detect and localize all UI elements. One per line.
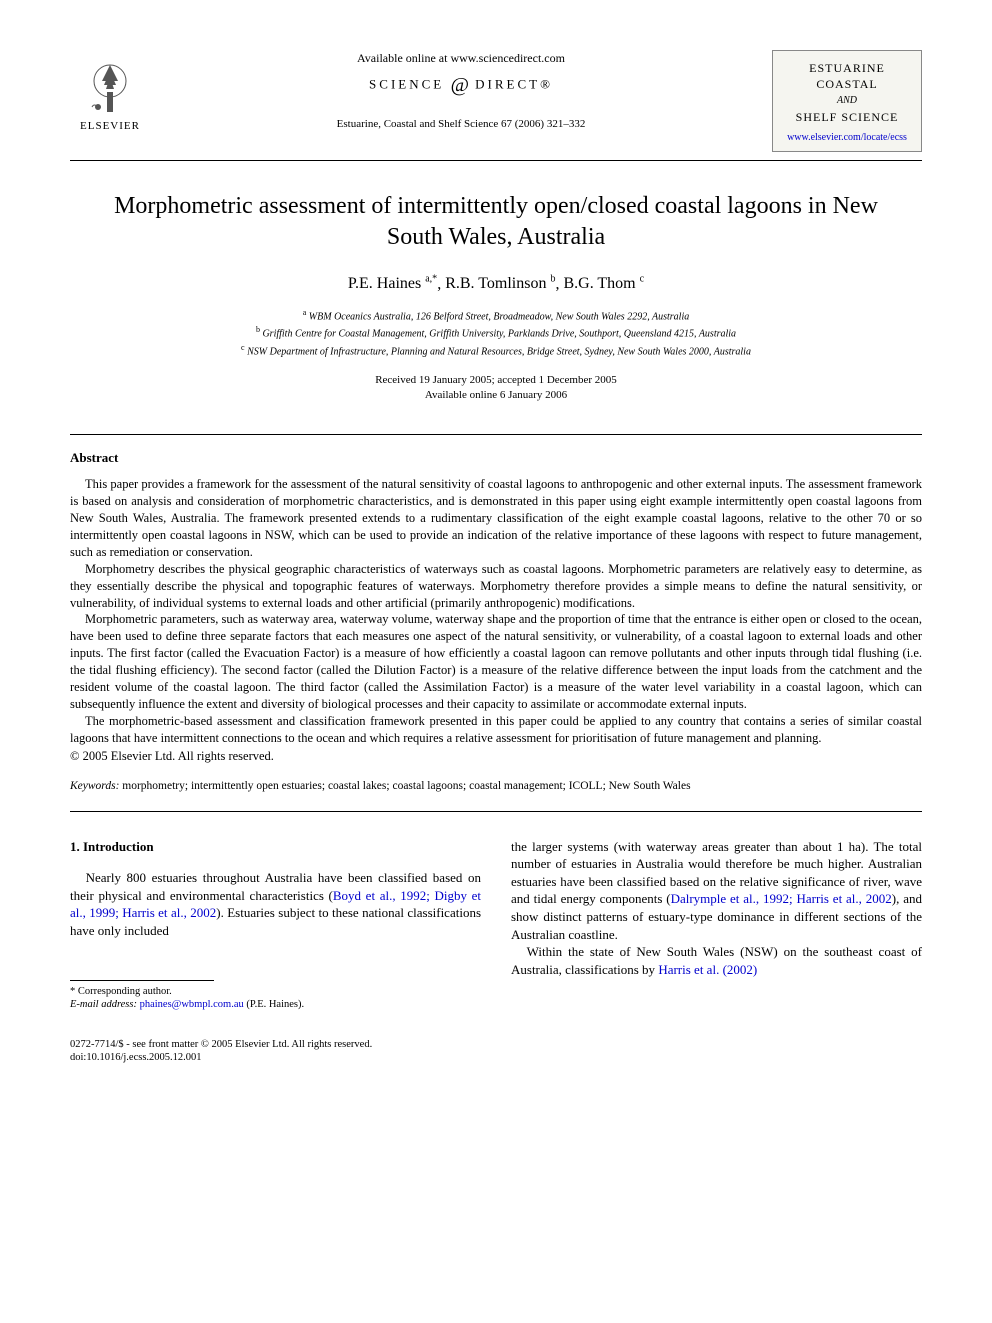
abstract-para-3: Morphometric parameters, such as waterwa…: [70, 611, 922, 712]
abstract-para-2: Morphometry describes the physical geogr…: [70, 561, 922, 612]
available-online: Available online 6 January 2006: [70, 388, 922, 403]
citation-link[interactable]: Harris et al. (2002): [658, 962, 757, 977]
authors-line: P.E. Haines a,*, R.B. Tomlinson b, B.G. …: [70, 273, 922, 295]
journal-cover-box: ESTUARINE COASTAL AND SHELF SCIENCE www.…: [772, 50, 922, 152]
publisher-name: ELSEVIER: [80, 119, 140, 134]
journal-box-and: AND: [779, 94, 915, 108]
journal-reference: Estuarine, Coastal and Shelf Science 67 …: [170, 117, 752, 132]
author-email-link[interactable]: phaines@wbmpl.com.au: [140, 999, 244, 1010]
sd-left: SCIENCE: [369, 77, 444, 92]
affiliation-c: c NSW Department of Infrastructure, Plan…: [70, 342, 922, 359]
article-dates: Received 19 January 2005; accepted 1 Dec…: [70, 373, 922, 404]
page-header: ELSEVIER Available online at www.science…: [70, 50, 922, 152]
sciencedirect-logo: SCIENCE @ DIRECT®: [170, 72, 752, 99]
abstract-para-4: The morphometric-based assessment and cl…: [70, 713, 922, 747]
intro-right-para-2: Within the state of New South Wales (NSW…: [511, 943, 922, 978]
keywords-text: morphometry; intermittently open estuari…: [122, 780, 690, 792]
keywords-line: Keywords: morphometry; intermittently op…: [70, 779, 922, 795]
corresponding-author-note: * Corresponding author.: [70, 985, 481, 999]
received-accepted: Received 19 January 2005; accepted 1 Dec…: [70, 373, 922, 388]
intro-right-para-1: the larger systems (with waterway areas …: [511, 838, 922, 943]
author-1: P.E. Haines a,*: [348, 275, 437, 292]
abstract-para-1: This paper provides a framework for the …: [70, 476, 922, 560]
sd-right: DIRECT®: [475, 77, 553, 92]
affiliations: a WBM Oceanics Australia, 126 Belford St…: [70, 307, 922, 359]
email-label: E-mail address:: [70, 999, 137, 1010]
citation-link[interactable]: Dalrymple et al., 1992; Harris et al., 2…: [671, 891, 892, 906]
abstract-section: Abstract This paper provides a framework…: [70, 449, 922, 765]
journal-homepage-link[interactable]: www.elsevier.com/locate/ecss: [779, 131, 915, 145]
issn-copyright-line: 0272-7714/$ - see front matter © 2005 El…: [70, 1038, 922, 1052]
abstract-heading: Abstract: [70, 449, 922, 467]
footnote-rule: [70, 980, 214, 981]
email-line: E-mail address: phaines@wbmpl.com.au (P.…: [70, 998, 481, 1012]
header-rule: [70, 160, 922, 161]
keywords-label: Keywords:: [70, 780, 119, 792]
email-attribution: (P.E. Haines).: [246, 999, 304, 1010]
author-3: B.G. Thom c: [563, 275, 644, 292]
publisher-logo: ELSEVIER: [70, 50, 150, 140]
introduction-heading: 1. Introduction: [70, 838, 481, 856]
journal-box-line2: COASTAL: [779, 77, 915, 93]
left-column: 1. Introduction Nearly 800 estuaries thr…: [70, 838, 481, 1012]
abstract-copyright: © 2005 Elsevier Ltd. All rights reserved…: [70, 748, 922, 765]
sd-at-icon: @: [450, 74, 468, 96]
doi-line: doi:10.1016/j.ecss.2005.12.001: [70, 1051, 922, 1065]
page-footer-meta: 0272-7714/$ - see front matter © 2005 El…: [70, 1038, 922, 1065]
intro-left-para: Nearly 800 estuaries throughout Australi…: [70, 869, 481, 939]
pre-abstract-rule: [70, 434, 922, 435]
journal-box-line1: ESTUARINE: [779, 61, 915, 77]
affiliation-b: b Griffith Centre for Coastal Management…: [70, 324, 922, 341]
available-online-text: Available online at www.sciencedirect.co…: [170, 50, 752, 66]
affiliation-a: a WBM Oceanics Australia, 126 Belford St…: [70, 307, 922, 324]
journal-box-line3: SHELF SCIENCE: [779, 110, 915, 126]
footnotes: * Corresponding author. E-mail address: …: [70, 985, 481, 1012]
author-2: R.B. Tomlinson b: [445, 275, 555, 292]
right-column: the larger systems (with waterway areas …: [511, 838, 922, 1012]
article-title: Morphometric assessment of intermittentl…: [110, 191, 882, 253]
post-abstract-rule: [70, 811, 922, 812]
body-two-column: 1. Introduction Nearly 800 estuaries thr…: [70, 838, 922, 1012]
elsevier-tree-icon: [80, 57, 140, 117]
header-center: Available online at www.sciencedirect.co…: [150, 50, 772, 132]
